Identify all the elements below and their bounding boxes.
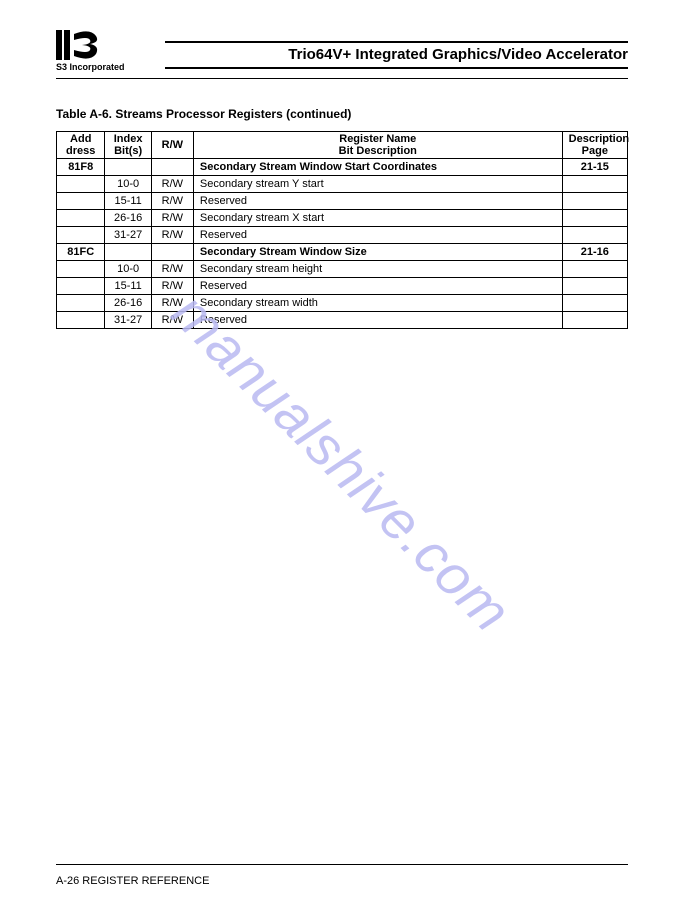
- cell-bits: 10-0: [105, 261, 151, 278]
- cell-bits: 26-16: [105, 210, 151, 227]
- table-row: 15-11R/WReserved: [57, 278, 628, 295]
- cell-page: [562, 278, 627, 295]
- cell-rw: R/W: [151, 176, 193, 193]
- cell-rw: R/W: [151, 261, 193, 278]
- cell-address: [57, 176, 105, 193]
- table-row: 31-27R/WReserved: [57, 312, 628, 329]
- col-header-page: Description Page: [562, 132, 627, 159]
- cell-description: Reserved: [193, 278, 562, 295]
- cell-address: [57, 295, 105, 312]
- table-header-row: Add dress Index Bit(s) R/W Register Name…: [57, 132, 628, 159]
- table-row: 31-27R/WReserved: [57, 227, 628, 244]
- cell-rw: R/W: [151, 295, 193, 312]
- s3-logo-icon: [56, 30, 100, 60]
- company-name: S3 Incorporated: [56, 62, 125, 72]
- cell-bits: 31-27: [105, 227, 151, 244]
- col-header-address: Add dress: [57, 132, 105, 159]
- cell-rw: R/W: [151, 210, 193, 227]
- cell-address: [57, 261, 105, 278]
- cell-page: 21-16: [562, 244, 627, 261]
- cell-page: [562, 295, 627, 312]
- table-row: 26-16R/WSecondary stream width: [57, 295, 628, 312]
- cell-page: [562, 227, 627, 244]
- cell-address: [57, 227, 105, 244]
- cell-bits: [105, 159, 151, 176]
- title-rule-bottom: [165, 67, 628, 69]
- registers-table: Add dress Index Bit(s) R/W Register Name…: [56, 131, 628, 329]
- cell-description: Reserved: [193, 312, 562, 329]
- cell-rw: R/W: [151, 312, 193, 329]
- table-row: 10-0R/WSecondary stream height: [57, 261, 628, 278]
- cell-description: Reserved: [193, 227, 562, 244]
- table-row: 15-11R/WReserved: [57, 193, 628, 210]
- cell-rw: [151, 244, 193, 261]
- title-block: Trio64V+ Integrated Graphics/Video Accel…: [165, 41, 628, 72]
- cell-page: [562, 210, 627, 227]
- cell-bits: 31-27: [105, 312, 151, 329]
- logo-block: S3 Incorporated: [56, 30, 125, 72]
- cell-address: 81F8: [57, 159, 105, 176]
- table-row: 26-16R/WSecondary stream X start: [57, 210, 628, 227]
- cell-description: Secondary stream height: [193, 261, 562, 278]
- cell-rw: R/W: [151, 227, 193, 244]
- cell-address: 81FC: [57, 244, 105, 261]
- header-rule: [56, 78, 628, 79]
- cell-address: [57, 312, 105, 329]
- cell-description: Secondary stream X start: [193, 210, 562, 227]
- cell-bits: [105, 244, 151, 261]
- cell-address: [57, 278, 105, 295]
- cell-bits: 26-16: [105, 295, 151, 312]
- table-row: 81FC Secondary Stream Window Size21-16: [57, 244, 628, 261]
- cell-bits: 15-11: [105, 193, 151, 210]
- footer-page-label: A-26 REGISTER REFERENCE: [56, 875, 628, 887]
- cell-description: Secondary stream width: [193, 295, 562, 312]
- footer-rule: [56, 864, 628, 865]
- col-header-rw: R/W: [151, 132, 193, 159]
- cell-address: [57, 193, 105, 210]
- cell-page: 21-15: [562, 159, 627, 176]
- cell-description: Secondary Stream Window Size: [193, 244, 562, 261]
- cell-page: [562, 312, 627, 329]
- cell-bits: 15-11: [105, 278, 151, 295]
- cell-description: Reserved: [193, 193, 562, 210]
- page-header: S3 Incorporated Trio64V+ Integrated Grap…: [56, 30, 628, 72]
- cell-rw: R/W: [151, 193, 193, 210]
- table-row: 81F8 Secondary Stream Window Start Coordi…: [57, 159, 628, 176]
- cell-bits: 10-0: [105, 176, 151, 193]
- watermark-text: manualshive.com: [160, 279, 525, 644]
- table-row: 10-0R/WSecondary stream Y start: [57, 176, 628, 193]
- col-header-bits: Index Bit(s): [105, 132, 151, 159]
- col-header-desc: Register NameBit Description: [193, 132, 562, 159]
- cell-description: Secondary Stream Window Start Coordinate…: [193, 159, 562, 176]
- cell-page: [562, 261, 627, 278]
- document-title: Trio64V+ Integrated Graphics/Video Accel…: [165, 46, 628, 67]
- cell-description: Secondary stream Y start: [193, 176, 562, 193]
- title-rule-top: [165, 41, 628, 43]
- cell-rw: R/W: [151, 278, 193, 295]
- page-footer: A-26 REGISTER REFERENCE: [56, 864, 628, 887]
- cell-rw: [151, 159, 193, 176]
- cell-page: [562, 176, 627, 193]
- cell-address: [57, 210, 105, 227]
- table-caption: Table A-6. Streams Processor Registers (…: [56, 107, 628, 121]
- cell-page: [562, 193, 627, 210]
